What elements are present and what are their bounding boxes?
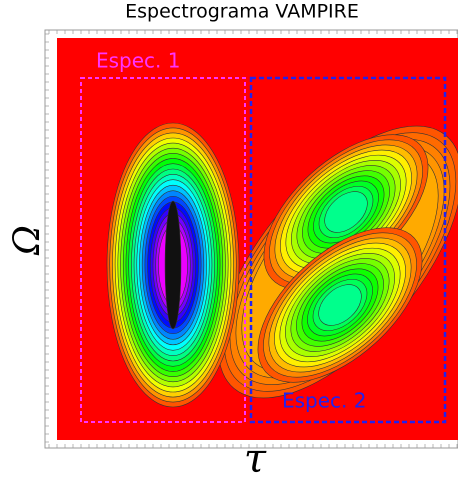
annotation: Espec. 1 — [96, 49, 181, 73]
y-axis-label: Ω — [7, 225, 48, 256]
x-axis-label: τ — [244, 436, 267, 482]
contour-level — [165, 201, 181, 329]
chart-title: Espectrograma VAMPIRE — [125, 1, 359, 23]
chart: Espectrograma VAMPIRE Espec. 1 Espec. 2 … — [0, 0, 458, 482]
annotation: Espec. 2 — [282, 389, 367, 413]
